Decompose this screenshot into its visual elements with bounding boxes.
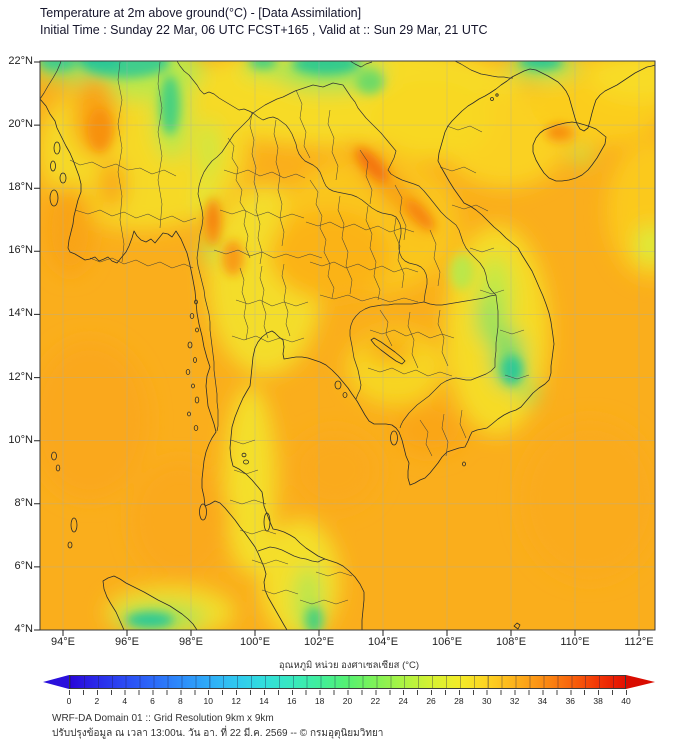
colorbar-tick-label: 8	[178, 696, 183, 706]
colorbar-minor-ticks	[69, 690, 627, 695]
title-line-1: Temperature at 2m above ground(°C) - [Da…	[40, 6, 362, 20]
footer: WRF-DA Domain 01 :: Grid Resolution 9km …	[52, 711, 383, 741]
colorbar-tick-label: 40	[621, 696, 631, 706]
colorbar-tick-label: 10	[203, 696, 213, 706]
colorbar-tick-label: 30	[482, 696, 492, 706]
colorbar-tick-label: 20	[342, 696, 353, 706]
footer-update-info: ปรับปรุงข้อมูล ณ เวลา 13:00น. วัน อา. ที…	[52, 728, 384, 739]
colorbar-title: อุณหภูมิ หน่วย องศาเซลเซียส (°C)	[278, 660, 420, 671]
colorbar-tick-label: 14	[259, 696, 269, 706]
latitude-tick-label: 20°N	[8, 118, 33, 131]
latitude-tick-label: 18°N	[8, 181, 33, 194]
colorbar-tick-label: 22	[370, 696, 381, 706]
colorbar-tick-label: 6	[150, 696, 155, 706]
colorbar-gradient	[69, 675, 626, 689]
latitude-tick-label: 4°N	[14, 622, 33, 635]
colorbar-tick-label: 36	[565, 696, 576, 706]
colorbar-tick-label: 26	[426, 696, 436, 706]
longitude-tick-label: 98°E	[179, 636, 203, 648]
longitude-tick-label: 110°E	[560, 636, 590, 648]
latitude-tick-label: 6°N	[14, 559, 33, 572]
plot-title: Temperature at 2m above ground(°C) - [Da…	[40, 5, 488, 39]
colorbar-tick-label: 18	[314, 696, 325, 706]
colorbar-overflow-arrow	[626, 675, 655, 689]
map-frame	[39, 60, 656, 631]
longitude-tick-label: 104°E	[367, 636, 399, 648]
axis-ticks	[34, 61, 640, 636]
colorbar-tick-label: 38	[593, 696, 603, 706]
footer-domain-info: WRF-DA Domain 01 :: Grid Resolution 9km …	[52, 713, 274, 724]
colorbar-tick-label: 34	[537, 696, 548, 706]
colorbar-tick-label: 12	[231, 696, 241, 706]
colorbar-tick-label: 0	[66, 696, 72, 706]
colorbar-tick-label: 16	[287, 696, 297, 706]
longitude-tick-label: 94°E	[51, 636, 75, 648]
longitude-tick-label: 100°E	[239, 636, 271, 648]
latitude-tick-label: 10°N	[8, 433, 33, 446]
province-borders	[69, 61, 530, 605]
colorbar-tick-label: 28	[454, 696, 464, 706]
longitude-tick-label: 102°E	[303, 636, 335, 648]
colorbar-tick-label: 32	[509, 696, 520, 706]
colorbar	[43, 675, 655, 689]
colorbar-tick-label: 2	[94, 696, 100, 706]
latitude-tick-label: 22°N	[8, 55, 33, 67]
latitude-tick-label: 8°N	[14, 496, 33, 509]
longitude-tick-label: 106°E	[431, 636, 463, 648]
longitude-tick-label: 108°E	[495, 636, 527, 648]
latitude-tick-label: 12°N	[8, 370, 33, 383]
colorbar-tick-label: 4	[122, 696, 128, 706]
longitude-tick-label: 112°E	[624, 636, 654, 648]
colorbar-underflow-arrow	[43, 675, 69, 689]
title-line-2: Initial Time : Sunday 22 Mar, 06 UTC FCS…	[40, 23, 488, 37]
longitude-tick-label: 96°E	[115, 636, 139, 648]
country-borders	[40, 61, 513, 563]
latitude-tick-label: 16°N	[8, 244, 33, 257]
latitude-tick-label: 14°N	[8, 307, 33, 320]
coastlines	[40, 64, 655, 630]
colorbar-tick-label: 24	[398, 696, 408, 706]
colorbar-segment-dividers	[70, 676, 625, 688]
